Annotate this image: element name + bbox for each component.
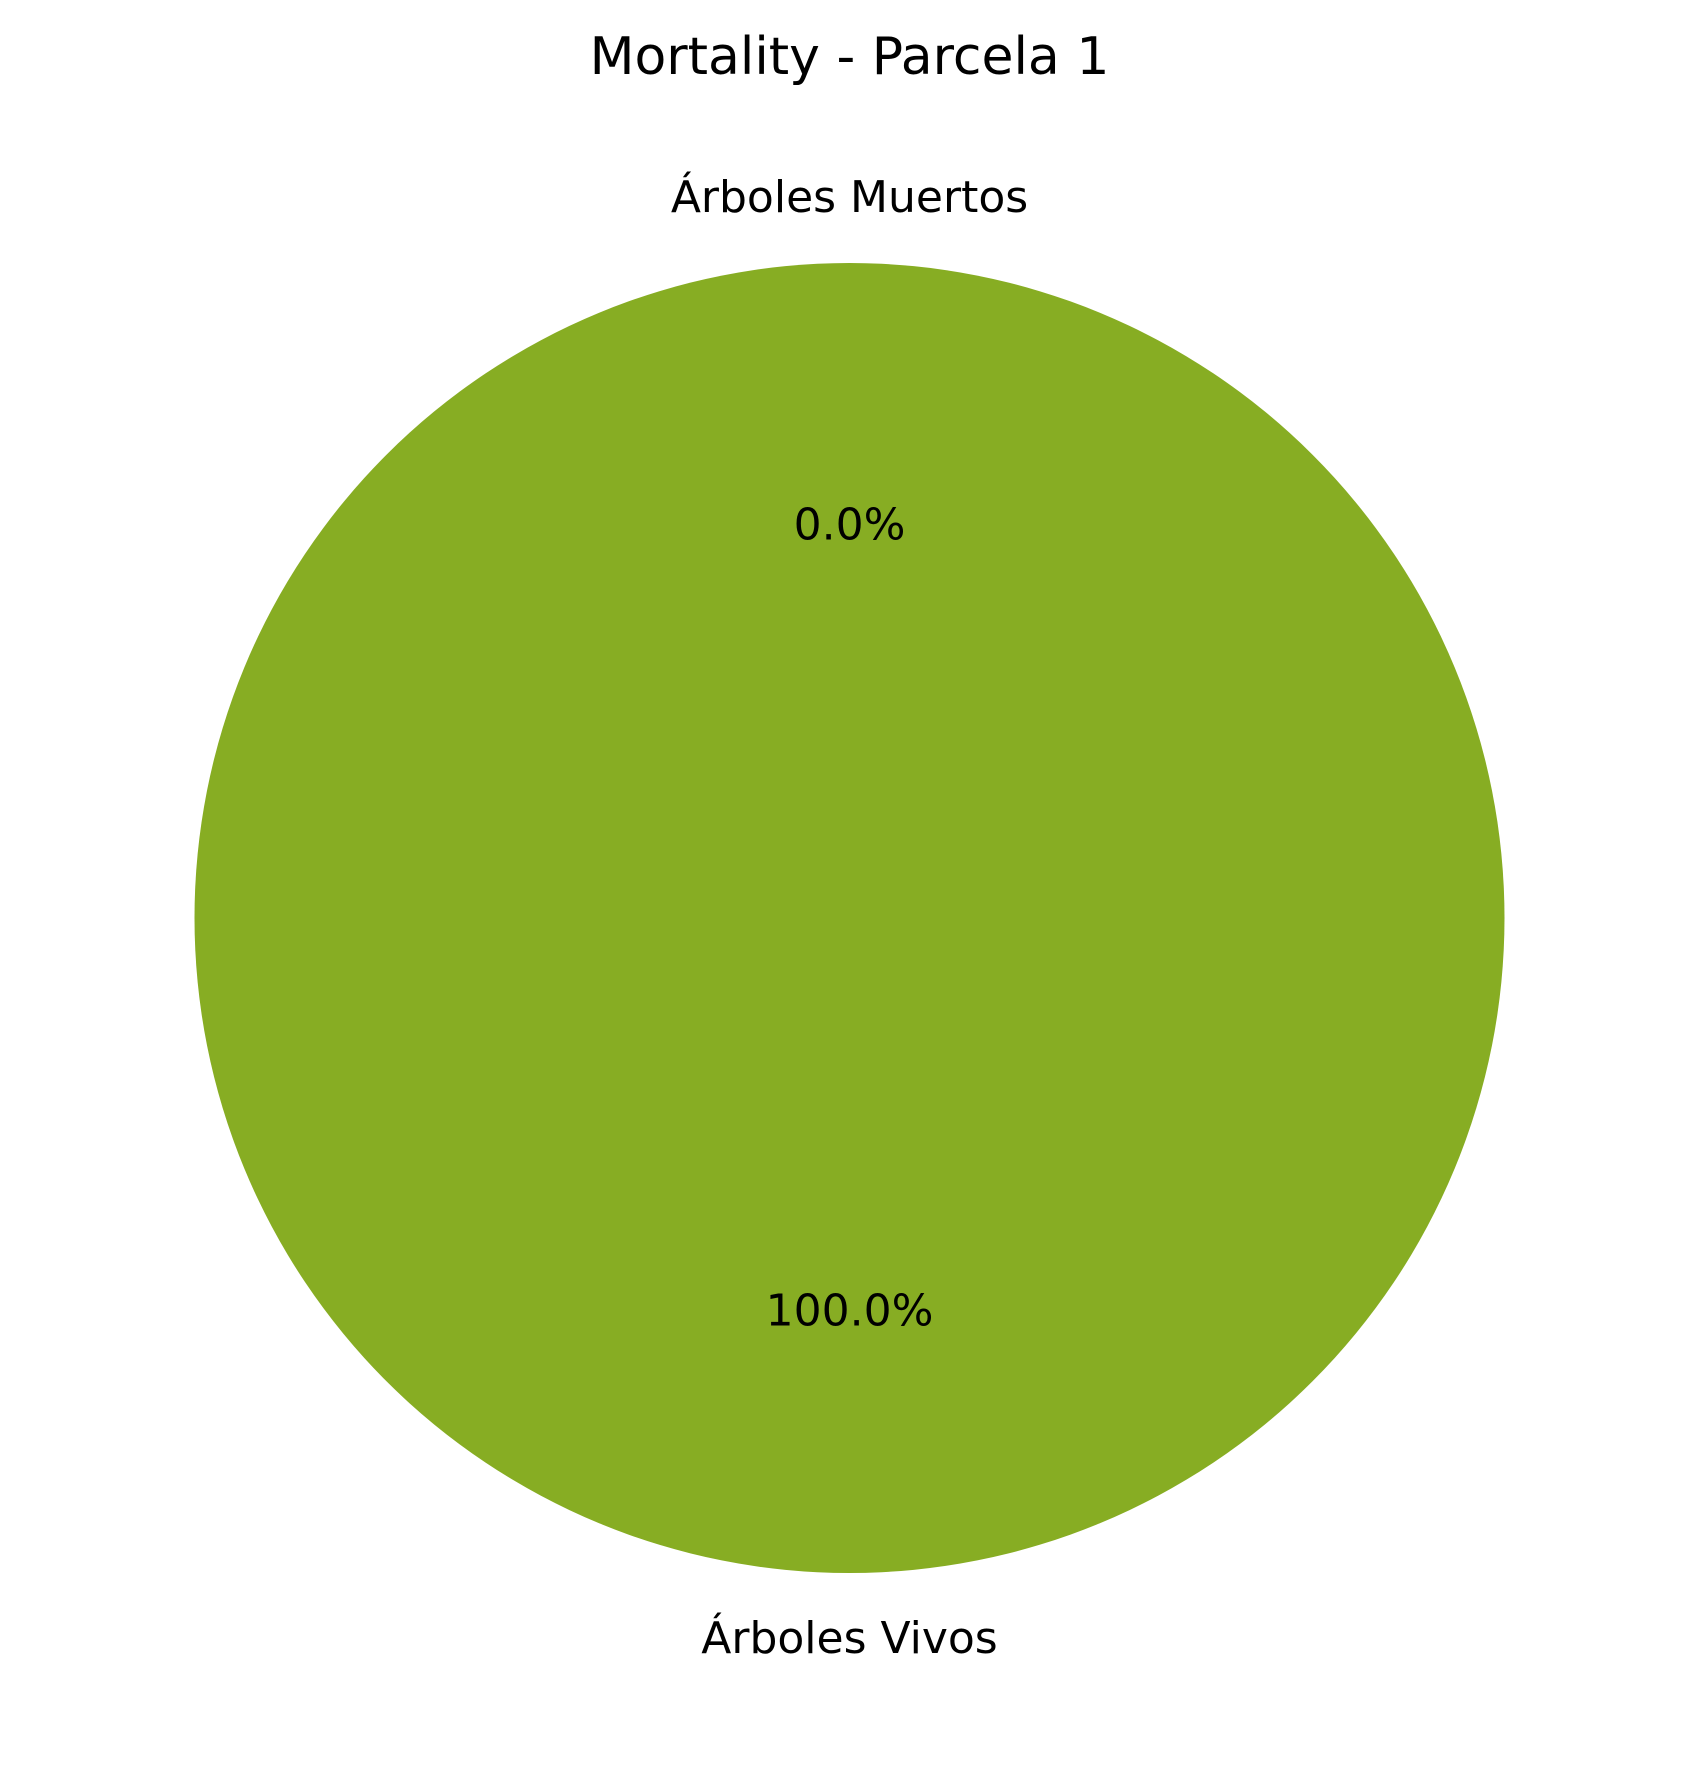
slice-arboles-muertos-percent: 0.0% [794, 500, 906, 551]
slice-arboles-vivos-label: Árboles Vivos [701, 1611, 997, 1664]
slice-arboles-muertos-label: Árboles Muertos [671, 170, 1028, 223]
slice-arboles-vivos [194, 263, 1505, 1573]
chart-title: Mortality - Parcela 1 [590, 27, 1110, 87]
pie-labels: Árboles Muertos 0.0% Árboles Vivos 100.0% [671, 170, 1028, 1664]
slice-arboles-vivos-percent: 100.0% [766, 1286, 934, 1337]
pie-slices [194, 263, 1505, 1573]
